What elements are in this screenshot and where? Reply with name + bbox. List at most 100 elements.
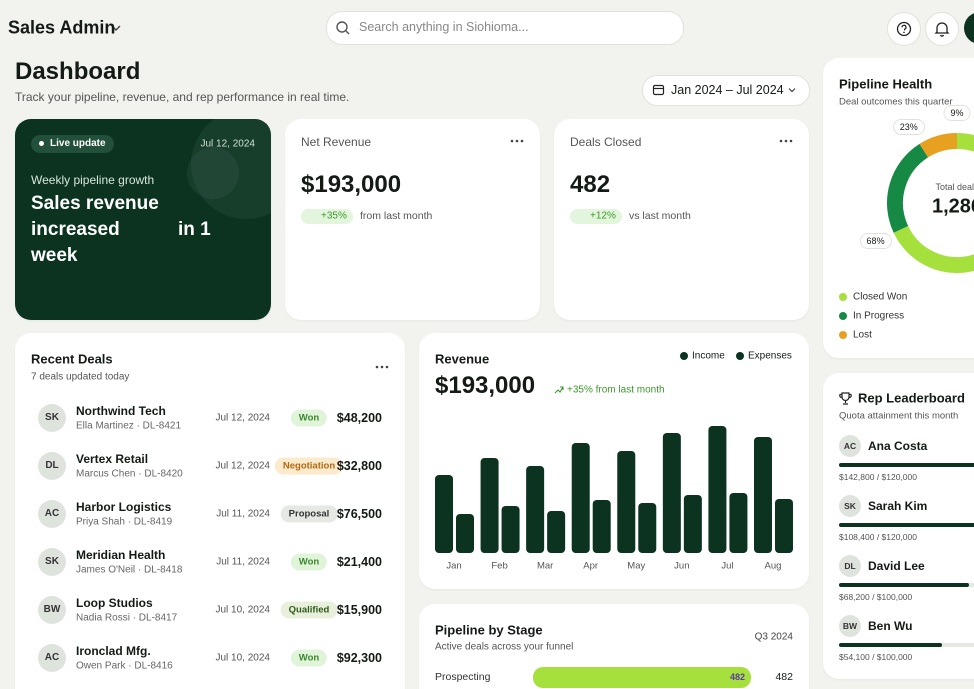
avatar: SK	[38, 548, 66, 576]
rep-attainment: $68,200 / $100,000	[839, 592, 913, 602]
rep-name: Ana Costa	[868, 439, 928, 453]
deal-name: Harbor Logistics	[76, 500, 172, 514]
x-tick-label: Feb	[491, 560, 508, 572]
deal-date: Jul 11, 2024	[216, 508, 270, 520]
legend-label: In Progress	[853, 310, 905, 322]
bar	[617, 451, 636, 553]
deal-contact: Priya Shah · DL-8419	[76, 516, 173, 528]
card-title: Rep Leaderboard	[858, 390, 965, 406]
bar	[501, 506, 520, 553]
hero-date: Jul 12, 2024	[200, 138, 256, 150]
chevron[interactable]	[110, 22, 122, 34]
progress-fill	[839, 523, 974, 527]
card-title: Recent Deals	[31, 351, 113, 367]
kpi-note: vs last month	[629, 210, 691, 222]
card-title: Pipeline Health	[839, 76, 933, 92]
kpi-change: +35%	[321, 210, 347, 222]
page-subtitle: Track your pipeline, revenue, and rep pe…	[15, 90, 350, 104]
kpi-value: 482	[570, 171, 611, 198]
notifications-button[interactable]	[925, 12, 959, 46]
deal-name: Ironclad Mfg.	[76, 644, 151, 658]
deal-contact: Nadia Rossi · DL-8417	[76, 612, 178, 624]
card-subtitle: Quota attainment this month	[839, 410, 959, 422]
x-tick-label: Aug	[764, 560, 782, 572]
hero-kicker: Weekly pipeline growth	[31, 173, 155, 187]
bar	[638, 503, 657, 553]
donut-segment	[887, 143, 929, 233]
search-icon	[336, 21, 350, 35]
legend-swatch	[839, 312, 847, 320]
deal-amount: $76,500	[336, 507, 382, 521]
legend-swatch	[839, 293, 847, 301]
value-label: 482	[775, 671, 793, 683]
bar	[480, 458, 499, 553]
x-tick-label: Jan	[446, 560, 462, 572]
kpi-value: $193,000	[301, 171, 402, 198]
revenue-value: $193,000	[435, 372, 536, 399]
bar	[753, 437, 772, 553]
rep-name: David Lee	[868, 559, 925, 573]
legend-swatch	[736, 352, 744, 360]
deal-name: Loop Studios	[76, 596, 153, 610]
card-subtitle: Active deals across your funnel	[435, 641, 574, 653]
bar	[533, 667, 751, 688]
more-button[interactable]	[374, 362, 390, 372]
page-title: Dashboard	[15, 58, 141, 85]
bar	[456, 514, 474, 553]
rep-attainment: $108,400 / $120,000	[839, 532, 917, 542]
more-button[interactable]	[778, 136, 794, 146]
bar	[708, 426, 727, 553]
avatar: AC	[38, 644, 66, 672]
deal-name: Northwind Tech	[76, 404, 166, 418]
card-title: Pipeline by Stage	[435, 622, 543, 638]
avatar-button[interactable]	[964, 12, 974, 44]
date-range: Jan 2024 – Jul 2024	[671, 83, 784, 97]
x-tick-label: Jun	[674, 560, 690, 572]
legend-swatch	[839, 331, 847, 339]
card-subtitle: 7 deals updated today	[31, 371, 130, 383]
rep-name: Sarah Kim	[868, 499, 928, 513]
avatar: DL	[38, 452, 66, 480]
kpi-note: from last month	[360, 210, 433, 222]
rep-attainment: $142,800 / $120,000	[839, 472, 917, 482]
help-icon	[896, 21, 912, 37]
avatar: BW	[38, 596, 66, 624]
hero-headline: increased	[31, 219, 120, 240]
deal-contact: Marcus Chen · DL-8420	[76, 468, 183, 480]
kpi-change: +12%	[590, 210, 616, 222]
search-box[interactable]	[326, 11, 684, 45]
bar	[683, 495, 702, 553]
deal-date: Jul 12, 2024	[215, 460, 271, 472]
avatar: AC	[839, 435, 861, 457]
more-button[interactable]	[509, 136, 525, 146]
change-chip	[301, 209, 353, 224]
card-title: Revenue	[435, 351, 490, 367]
x-tick-label: Mar	[536, 560, 554, 572]
deal-contact: Ella Martinez · DL-8421	[76, 420, 182, 432]
deal-amount: $32,800	[336, 459, 382, 473]
status-badge: Won	[290, 553, 328, 571]
deal-contact: James O'Neil · DL-8418	[76, 564, 183, 576]
decor	[187, 147, 239, 199]
donut-total: 1,286	[931, 195, 974, 218]
bar	[571, 443, 590, 553]
status-badge: Proposal	[280, 505, 338, 523]
progress-fill	[839, 643, 942, 647]
deal-amount: $48,200	[336, 411, 382, 425]
hero-headline: Sales revenue	[31, 193, 159, 214]
hero-headline: week	[31, 245, 78, 266]
status-badge: Won	[290, 409, 328, 427]
avatar: SK	[38, 404, 66, 432]
date-range-picker[interactable]	[642, 75, 810, 106]
legend-label: Lost	[853, 329, 872, 341]
value-label: 9%	[943, 105, 971, 121]
bar	[774, 499, 793, 553]
rep-name: Ben Wu	[868, 619, 913, 633]
deal-amount: $21,400	[336, 555, 382, 569]
donut-center-label: Total deals	[935, 182, 974, 192]
period: Q3 2024	[754, 631, 793, 643]
card-subtitle: Deal outcomes this quarter	[839, 96, 953, 108]
status-badge: Won	[290, 649, 328, 667]
app-name: Sales Admin	[8, 17, 116, 38]
